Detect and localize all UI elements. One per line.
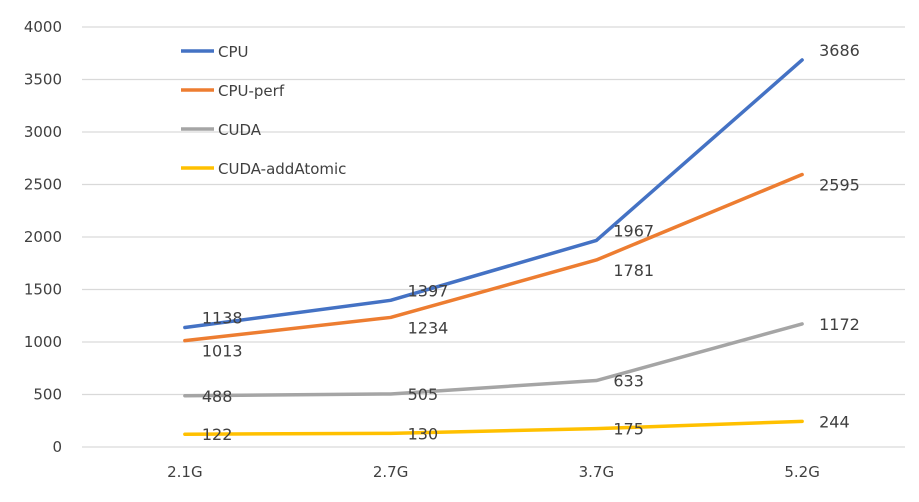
data-label: 175 [613,420,644,439]
x-axis: 2.1G 2.7G 3.7G 5.2G [167,463,820,481]
x-tick-label: 2.7G [373,463,408,481]
data-label: 1397 [408,281,449,300]
series-line-cpu [183,58,804,330]
x-tick-label: 2.1G [167,463,202,481]
legend: CPU CPU-perf CUDA CUDA-addAtomic [181,43,346,178]
y-tick-label: 3000 [24,123,62,141]
y-tick-label: 2000 [24,228,62,246]
legend-label: CUDA [218,121,262,139]
data-label: 122 [202,425,233,444]
data-label: 488 [202,387,233,406]
data-label: 1172 [819,315,860,334]
y-tick-label: 4000 [24,18,62,36]
series-line-cuda-addatomic [183,419,804,436]
y-tick-label: 1500 [24,281,62,299]
y-axis: 0 500 1000 1500 2000 2500 3000 3500 4000 [24,18,62,456]
series-line-cuda [183,322,804,398]
series-line-cpu-perf [183,172,804,343]
x-tick-label: 5.2G [784,463,819,481]
data-label: 1138 [202,309,243,328]
data-label: 633 [613,372,644,391]
y-tick-label: 0 [52,438,62,456]
y-tick-label: 500 [33,386,62,404]
data-labels: 1138 1397 1967 3686 1013 1234 1781 2595 488 505 63… [202,41,860,444]
data-label: 1234 [408,318,449,337]
legend-label: CPU [218,43,249,61]
legend-label: CPU-perf [218,82,285,100]
data-label: 130 [408,424,439,443]
data-label: 2595 [819,176,860,195]
y-tick-label: 3500 [24,71,62,89]
data-label: 244 [819,412,850,431]
series-lines [183,58,804,436]
x-tick-label: 3.7G [579,463,614,481]
y-tick-label: 1000 [24,333,62,351]
data-label: 3686 [819,41,860,60]
legend-label: CUDA-addAtomic [218,160,346,178]
y-tick-label: 2500 [24,176,62,194]
data-label: 1781 [613,261,654,280]
data-label: 1967 [613,221,654,240]
data-label: 1013 [202,342,243,361]
data-label: 505 [408,385,439,404]
